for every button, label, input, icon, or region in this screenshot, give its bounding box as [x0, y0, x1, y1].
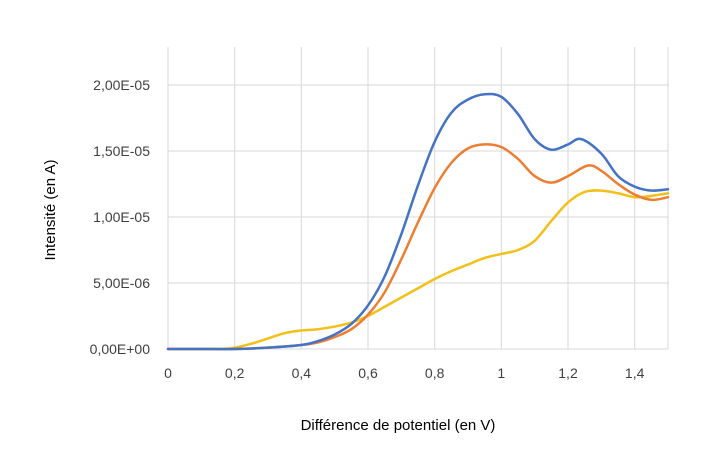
x-tick-label: 1 — [497, 365, 505, 381]
x-tick-label: 0,8 — [425, 365, 445, 381]
series-line-2 — [166, 143, 670, 351]
series-line-1 — [166, 92, 670, 351]
series-lines — [166, 92, 670, 351]
x-tick-label: 0,2 — [225, 365, 245, 381]
x-axis-ticks: 0 0,2 0,4 0,6 0,8 1 1,2 1,4 — [164, 365, 645, 381]
gridlines — [167, 47, 669, 350]
x-tick-label: 0,6 — [358, 365, 378, 381]
y-axis-ticks: 0,00E+00 5,00E-06 1,00E-05 1,50E-05 2,00E-05 — [90, 77, 151, 357]
y-tick-label: 1,50E-05 — [93, 143, 150, 159]
x-tick-label: 1,2 — [558, 365, 578, 381]
x-axis-title: Différence de potentiel (en V) — [301, 417, 496, 434]
x-tick-label: 1,4 — [625, 365, 645, 381]
x-tick-label: 0 — [164, 365, 172, 381]
y-tick-label: 5,00E-06 — [93, 275, 150, 291]
x-tick-label: 0,4 — [292, 365, 312, 381]
y-tick-label: 0,00E+00 — [90, 341, 151, 357]
y-axis-title: Intensité (en A) — [42, 160, 59, 261]
y-tick-label: 1,00E-05 — [93, 209, 150, 225]
y-tick-label: 2,00E-05 — [93, 77, 150, 93]
series-line-3 — [166, 189, 670, 351]
